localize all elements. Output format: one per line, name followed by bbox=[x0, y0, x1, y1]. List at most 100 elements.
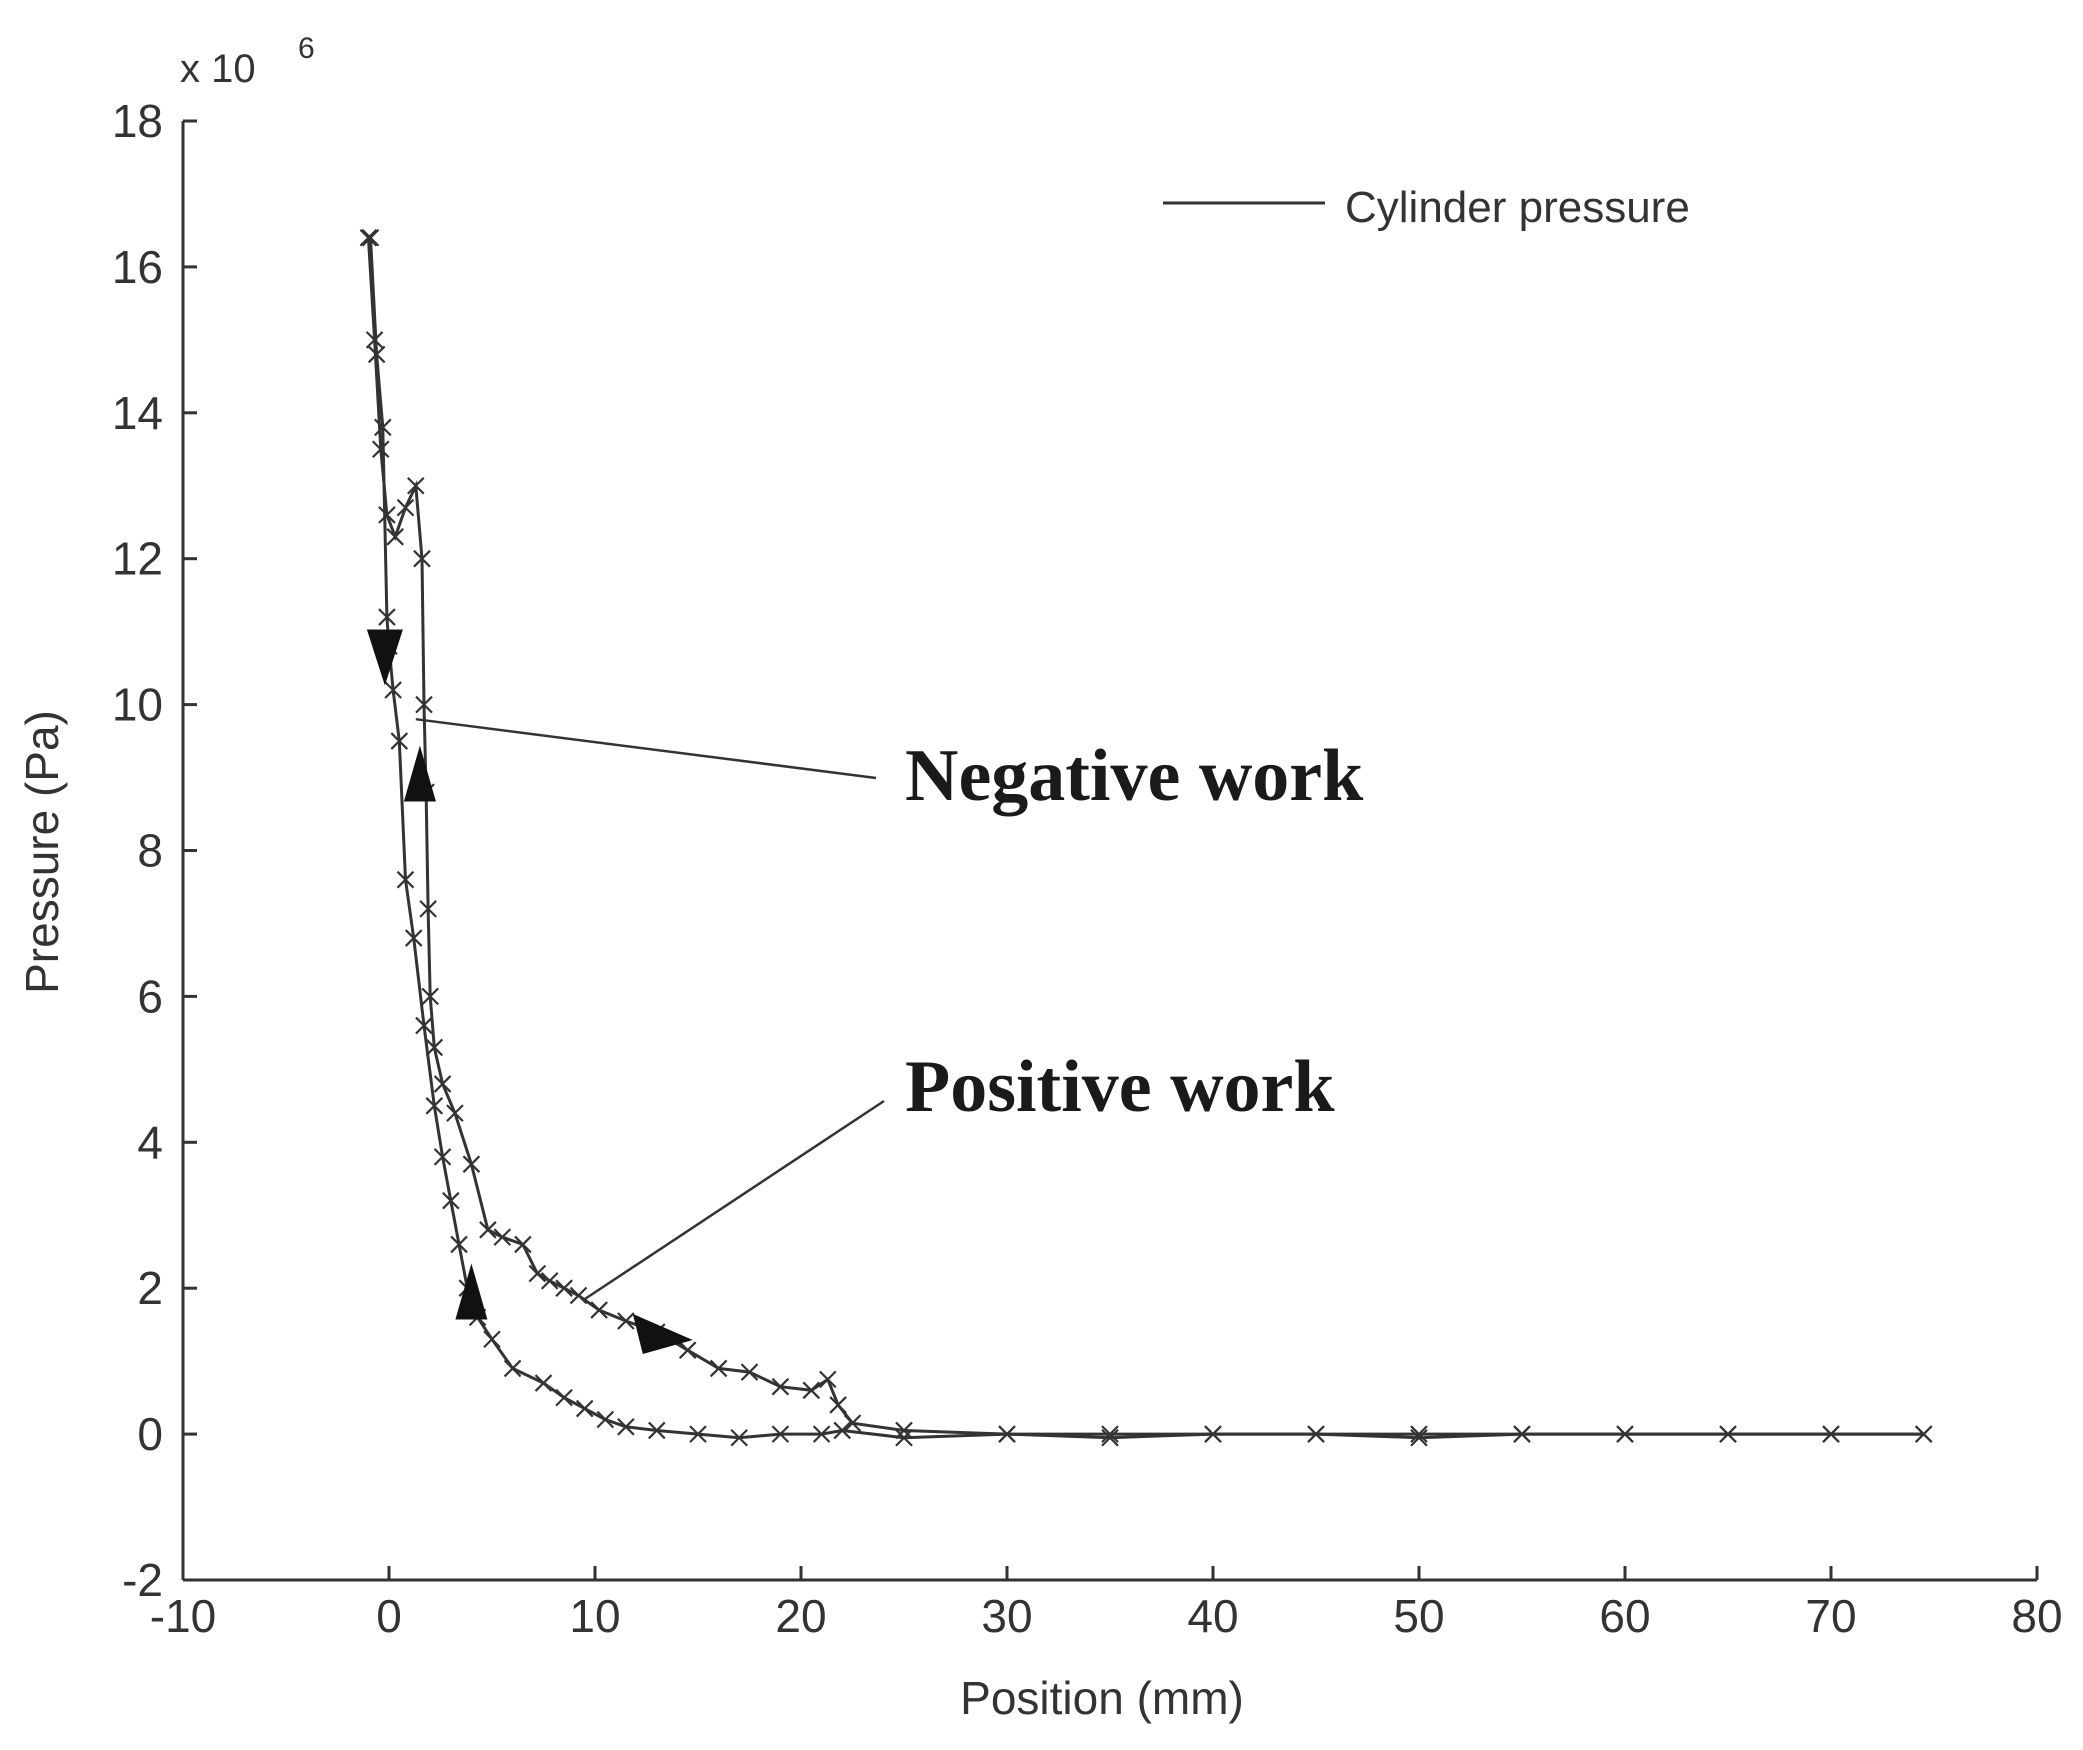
x-tick-label: 70 bbox=[1805, 1590, 1856, 1642]
data-point-marker bbox=[386, 528, 404, 546]
data-point-marker bbox=[812, 1425, 831, 1443]
data-point-marker bbox=[771, 1425, 790, 1443]
data-point-marker bbox=[829, 1396, 847, 1414]
annotation-leader-line bbox=[415, 717, 877, 780]
data-point-marker bbox=[895, 1428, 913, 1447]
data-point-marker bbox=[678, 1341, 697, 1359]
data-point-marker bbox=[740, 1363, 759, 1381]
data-point-marker bbox=[503, 1359, 522, 1378]
series-line-0 bbox=[366, 237, 1924, 1436]
y-tick-label: 18 bbox=[112, 95, 163, 147]
series-line-1 bbox=[369, 237, 1924, 1440]
data-point-marker bbox=[689, 1425, 707, 1443]
data-point-marker bbox=[1204, 1425, 1222, 1443]
data-point-marker bbox=[433, 1148, 452, 1166]
x-tick-label: 20 bbox=[775, 1590, 826, 1642]
data-point-marker bbox=[534, 1374, 553, 1392]
y-tick-label: 10 bbox=[112, 679, 163, 731]
data-point-marker bbox=[1101, 1425, 1119, 1443]
data-point-marker bbox=[396, 870, 415, 889]
data-point-marker bbox=[365, 331, 384, 349]
direction-arrow-up bbox=[403, 745, 436, 802]
series-lines bbox=[366, 237, 1924, 1440]
data-point-marker bbox=[421, 987, 439, 1006]
direction-arrow-down bbox=[366, 629, 403, 686]
series-markers bbox=[359, 228, 1933, 1447]
legend-label: Cylinder pressure bbox=[1345, 183, 1690, 232]
data-point-marker bbox=[442, 1191, 460, 1210]
data-point-marker bbox=[528, 1264, 547, 1283]
data-point-marker bbox=[819, 1370, 837, 1389]
data-point-marker bbox=[359, 228, 378, 247]
data-point-marker bbox=[479, 1221, 497, 1239]
data-point-marker bbox=[998, 1425, 1016, 1443]
data-point-marker bbox=[540, 1272, 559, 1290]
data-point-marker bbox=[462, 1155, 481, 1173]
direction-arrow-right bbox=[632, 1313, 693, 1354]
axes bbox=[181, 121, 2037, 1582]
y-tick-label: 6 bbox=[137, 970, 163, 1022]
data-point-marker bbox=[555, 1388, 573, 1407]
x-tick-label: 40 bbox=[1187, 1590, 1238, 1642]
data-point-marker bbox=[384, 681, 402, 699]
y-multiplier-exponent: 6 bbox=[298, 32, 315, 65]
data-point-marker bbox=[895, 1421, 913, 1440]
data-point-marker bbox=[374, 418, 392, 437]
y-tick-label: 8 bbox=[137, 825, 163, 877]
data-point-marker bbox=[483, 1330, 501, 1349]
data-point-marker bbox=[446, 1104, 464, 1122]
data-point-marker bbox=[407, 476, 425, 495]
data-point-marker bbox=[415, 1016, 433, 1035]
data-point-marker bbox=[648, 1421, 666, 1440]
y-tick-label: 0 bbox=[137, 1408, 163, 1460]
data-point-marker bbox=[730, 1428, 748, 1447]
data-point-marker bbox=[617, 1418, 635, 1436]
data-point-marker bbox=[1719, 1425, 1737, 1443]
x-tick-label: 50 bbox=[1393, 1590, 1444, 1642]
data-point-marker bbox=[419, 900, 437, 918]
data-point-marker bbox=[367, 345, 386, 364]
data-point-marker bbox=[1101, 1428, 1119, 1447]
y-tick-label: 12 bbox=[112, 533, 163, 585]
x-tick-label: 0 bbox=[376, 1590, 402, 1642]
data-point-marker bbox=[843, 1414, 862, 1432]
data-point-marker bbox=[1822, 1425, 1840, 1443]
data-point-marker bbox=[709, 1359, 728, 1378]
annotation-label: Positive work bbox=[905, 1046, 1335, 1128]
data-point-marker bbox=[771, 1377, 790, 1396]
direction-arrows bbox=[366, 629, 693, 1354]
y-tick-label: 16 bbox=[112, 241, 163, 293]
data-point-marker bbox=[596, 1410, 615, 1429]
data-point-marker bbox=[1616, 1425, 1634, 1443]
data-point-marker bbox=[569, 1286, 588, 1305]
data-point-marker bbox=[450, 1235, 468, 1254]
y-tick-label: 4 bbox=[137, 1116, 163, 1168]
x-tick-label: 60 bbox=[1599, 1590, 1650, 1642]
data-point-marker bbox=[425, 1038, 444, 1057]
y-tick-label: 2 bbox=[137, 1262, 163, 1314]
annotations: Negative work Positive work bbox=[415, 717, 1364, 1301]
data-point-marker bbox=[1410, 1428, 1428, 1447]
data-point-marker bbox=[575, 1399, 594, 1418]
tick-marks: -10 0 10 20 30 40 50 60 70 80 -2 0 2 4 6 8 10 12 14 16 18 bbox=[112, 95, 2063, 1642]
data-point-marker bbox=[415, 695, 433, 714]
x-tick-label: 80 bbox=[2011, 1590, 2062, 1642]
data-point-marker bbox=[371, 440, 390, 459]
data-point-marker bbox=[425, 1097, 444, 1115]
x-tick-label: 30 bbox=[981, 1590, 1032, 1642]
data-point-marker bbox=[361, 228, 380, 247]
x-axis-title: Position (mm) bbox=[960, 1672, 1244, 1724]
data-point-marker bbox=[396, 498, 415, 517]
x-tick-label: -10 bbox=[150, 1590, 216, 1642]
data-point-marker bbox=[1914, 1425, 1933, 1443]
direction-arrow-up bbox=[455, 1263, 488, 1320]
data-point-marker bbox=[433, 1075, 452, 1093]
annotation-leader-line bbox=[584, 1099, 885, 1301]
y-axis-title: Pressure (Pa) bbox=[16, 710, 68, 994]
data-point-marker bbox=[378, 608, 396, 626]
data-point-marker bbox=[390, 732, 409, 750]
data-point-marker bbox=[833, 1421, 851, 1440]
annotation-label: Negative work bbox=[905, 735, 1364, 817]
data-point-marker bbox=[413, 549, 431, 568]
